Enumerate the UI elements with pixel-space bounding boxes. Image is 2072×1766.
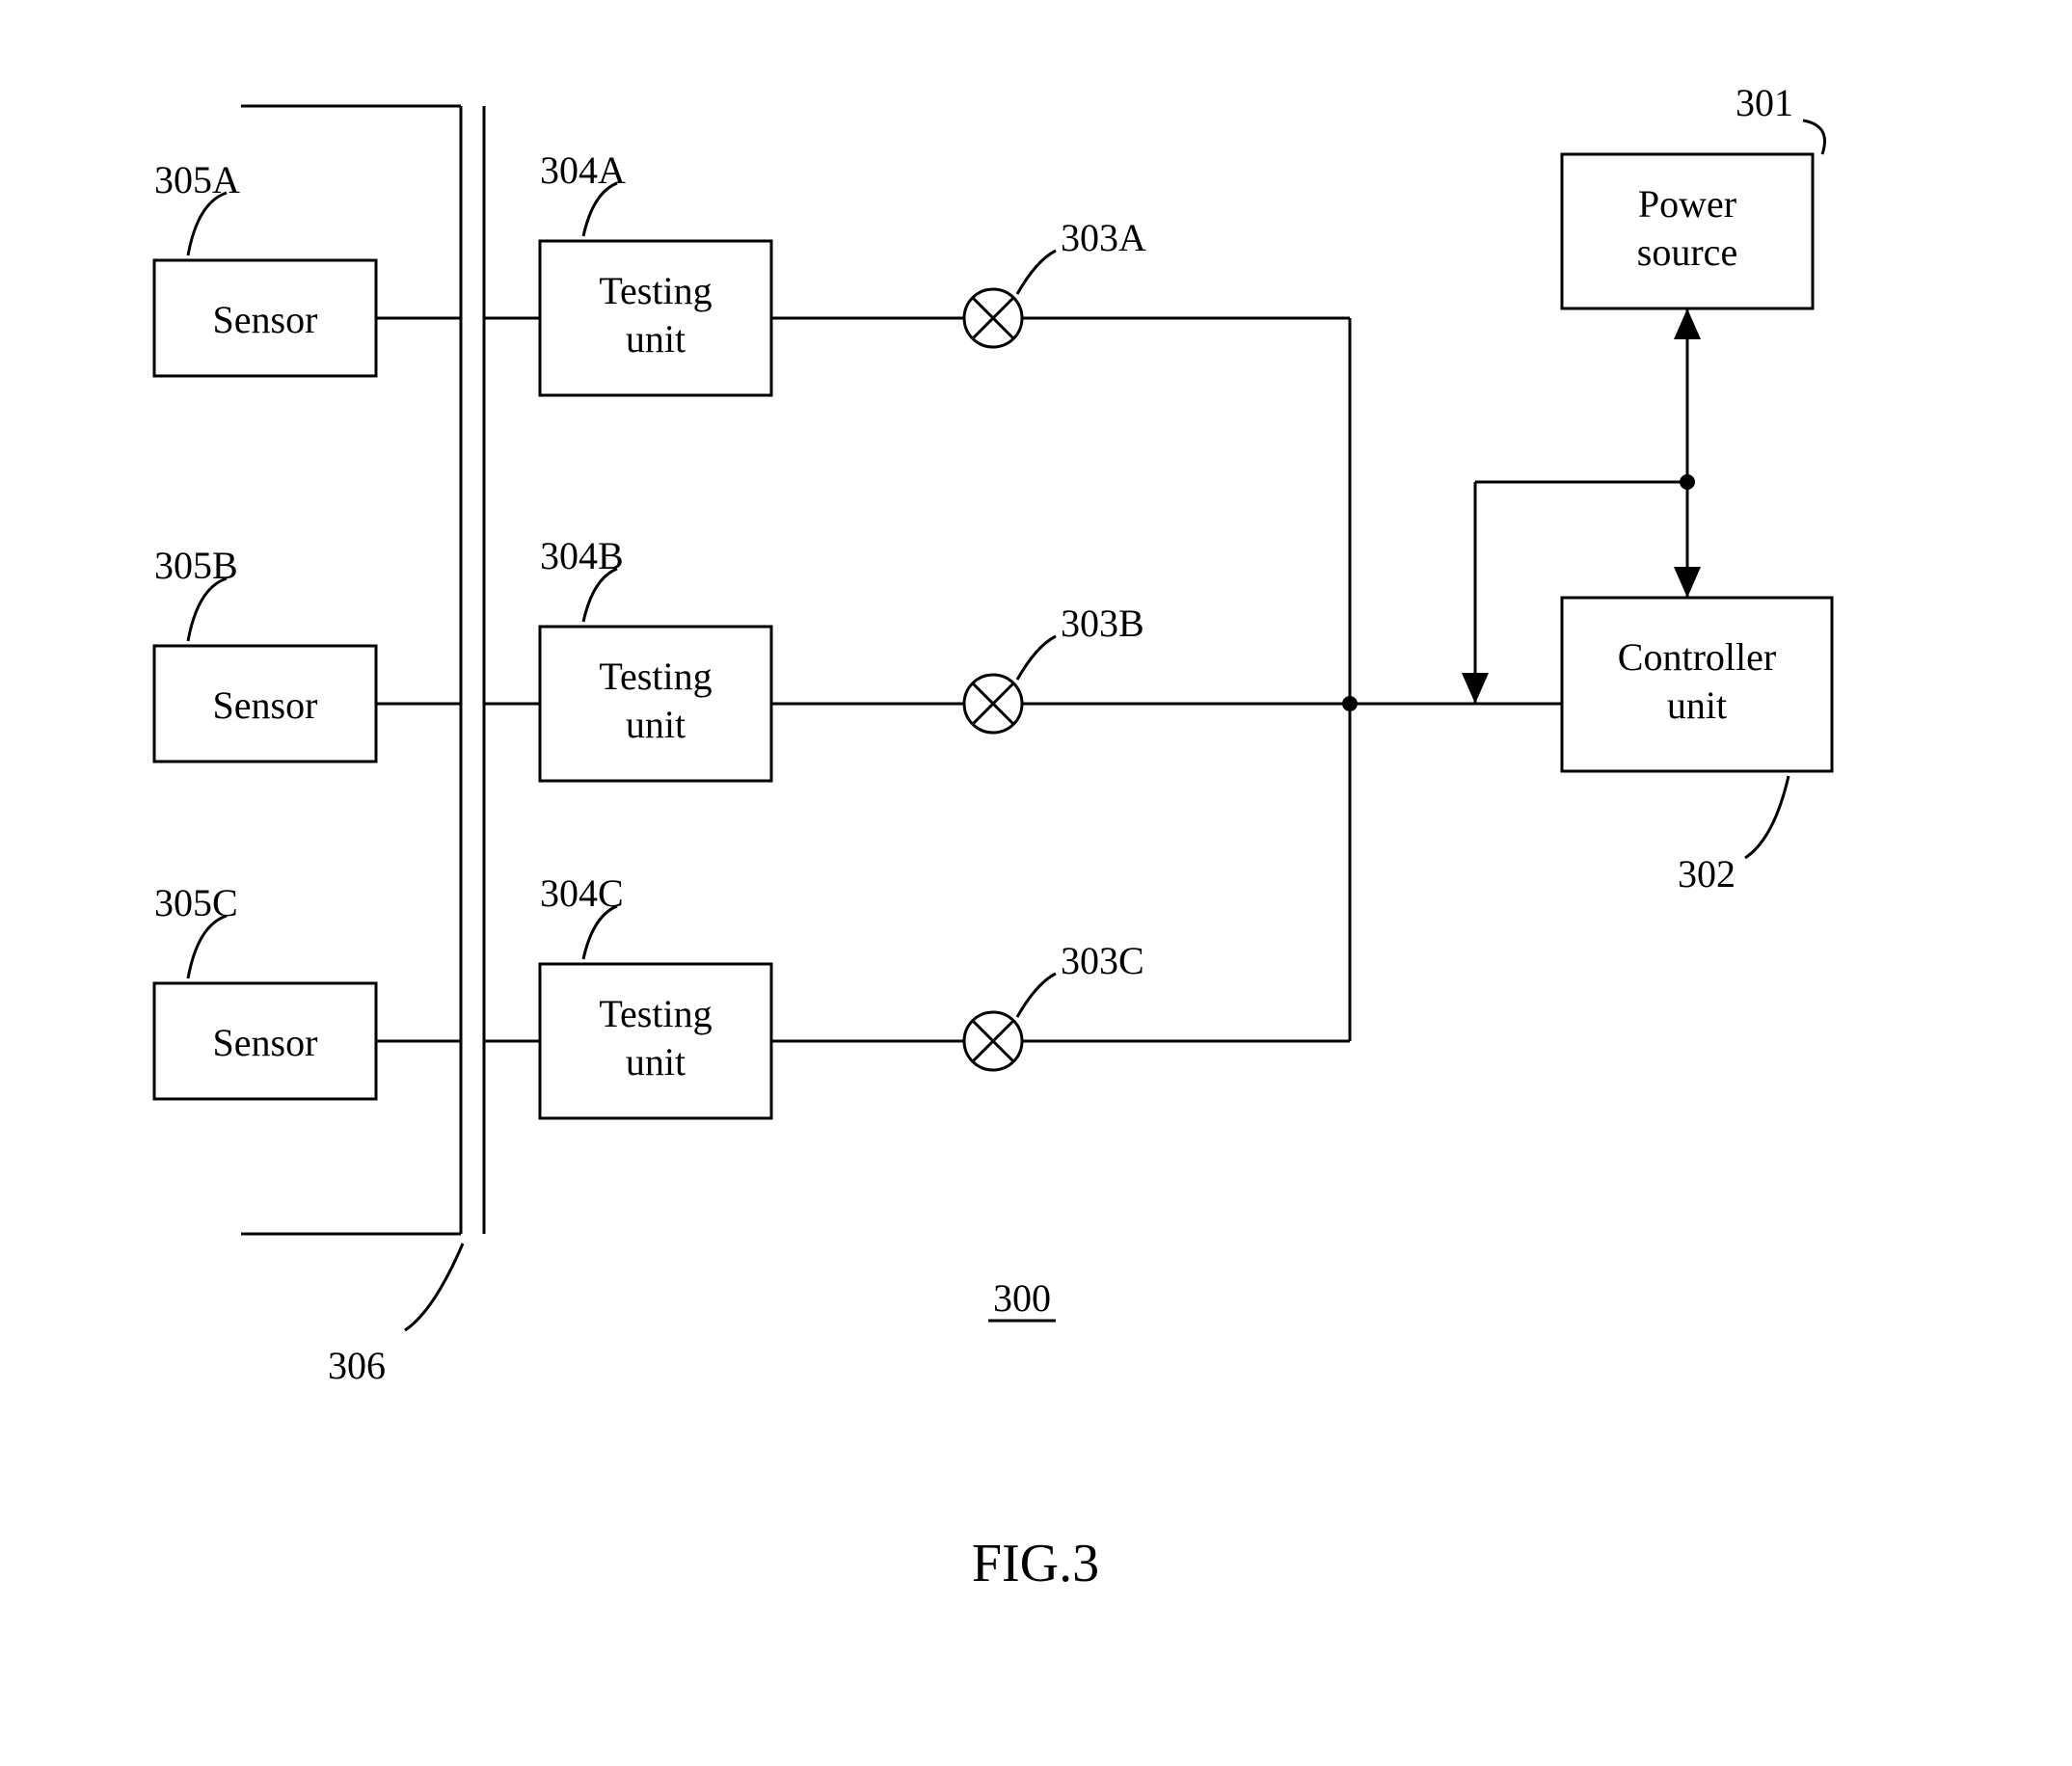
controller-label1: Controller	[1618, 635, 1776, 679]
lamp-c-ref: 303C	[1061, 939, 1144, 982]
power-source-block: Power source 301	[1562, 81, 1825, 308]
controller-ref: 302	[1678, 852, 1736, 896]
sensor-a-label: Sensor	[213, 298, 318, 341]
power-label2: source	[1637, 230, 1737, 274]
lamp-c: 303C	[964, 939, 1144, 1070]
lamp-b-ref: 303B	[1061, 602, 1144, 645]
sensor-c-ref: 305C	[154, 881, 238, 924]
sensor-b-ref: 305B	[154, 544, 238, 587]
system-ref: 300	[988, 1276, 1056, 1321]
sensor-a-block: Sensor 305A	[154, 158, 376, 376]
lamp-a: 303A	[964, 216, 1146, 347]
lamp-a-ref: 303A	[1061, 216, 1146, 259]
testing-b-label2: unit	[626, 703, 686, 746]
block-diagram: Sensor 305A Sensor 305B Sensor 305C 306 …	[0, 0, 2072, 1766]
sensor-c-block: Sensor 305C	[154, 881, 376, 1099]
controller-label2: unit	[1667, 683, 1727, 727]
testing-a-label2: unit	[626, 317, 686, 361]
sensor-b-block: Sensor 305B	[154, 544, 376, 762]
testing-a-block: Testing unit 304A	[540, 148, 771, 395]
power-label1: Power	[1638, 182, 1736, 226]
system-ref-text: 300	[993, 1276, 1051, 1320]
power-ref: 301	[1736, 81, 1793, 124]
sensor-a-ref: 305A	[154, 158, 240, 201]
figure-caption: FIG.3	[972, 1534, 1099, 1593]
testing-a-label1: Testing	[599, 269, 712, 312]
testing-c-label1: Testing	[599, 992, 712, 1035]
testing-c-label2: unit	[626, 1040, 686, 1084]
testing-b-label1: Testing	[599, 655, 712, 698]
testing-b-block: Testing unit 304B	[540, 534, 771, 781]
testing-c-block: Testing unit 304C	[540, 871, 771, 1118]
testing-b-ref: 304B	[540, 534, 624, 577]
testing-c-ref: 304C	[540, 871, 624, 915]
sensor-c-label: Sensor	[213, 1021, 318, 1064]
lamp-b: 303B	[964, 602, 1144, 733]
bus-ref: 306	[328, 1344, 386, 1387]
sensor-b-label: Sensor	[213, 683, 318, 727]
testing-a-ref: 304A	[540, 148, 626, 192]
controller-unit-block: Controller unit 302	[1562, 598, 1832, 896]
